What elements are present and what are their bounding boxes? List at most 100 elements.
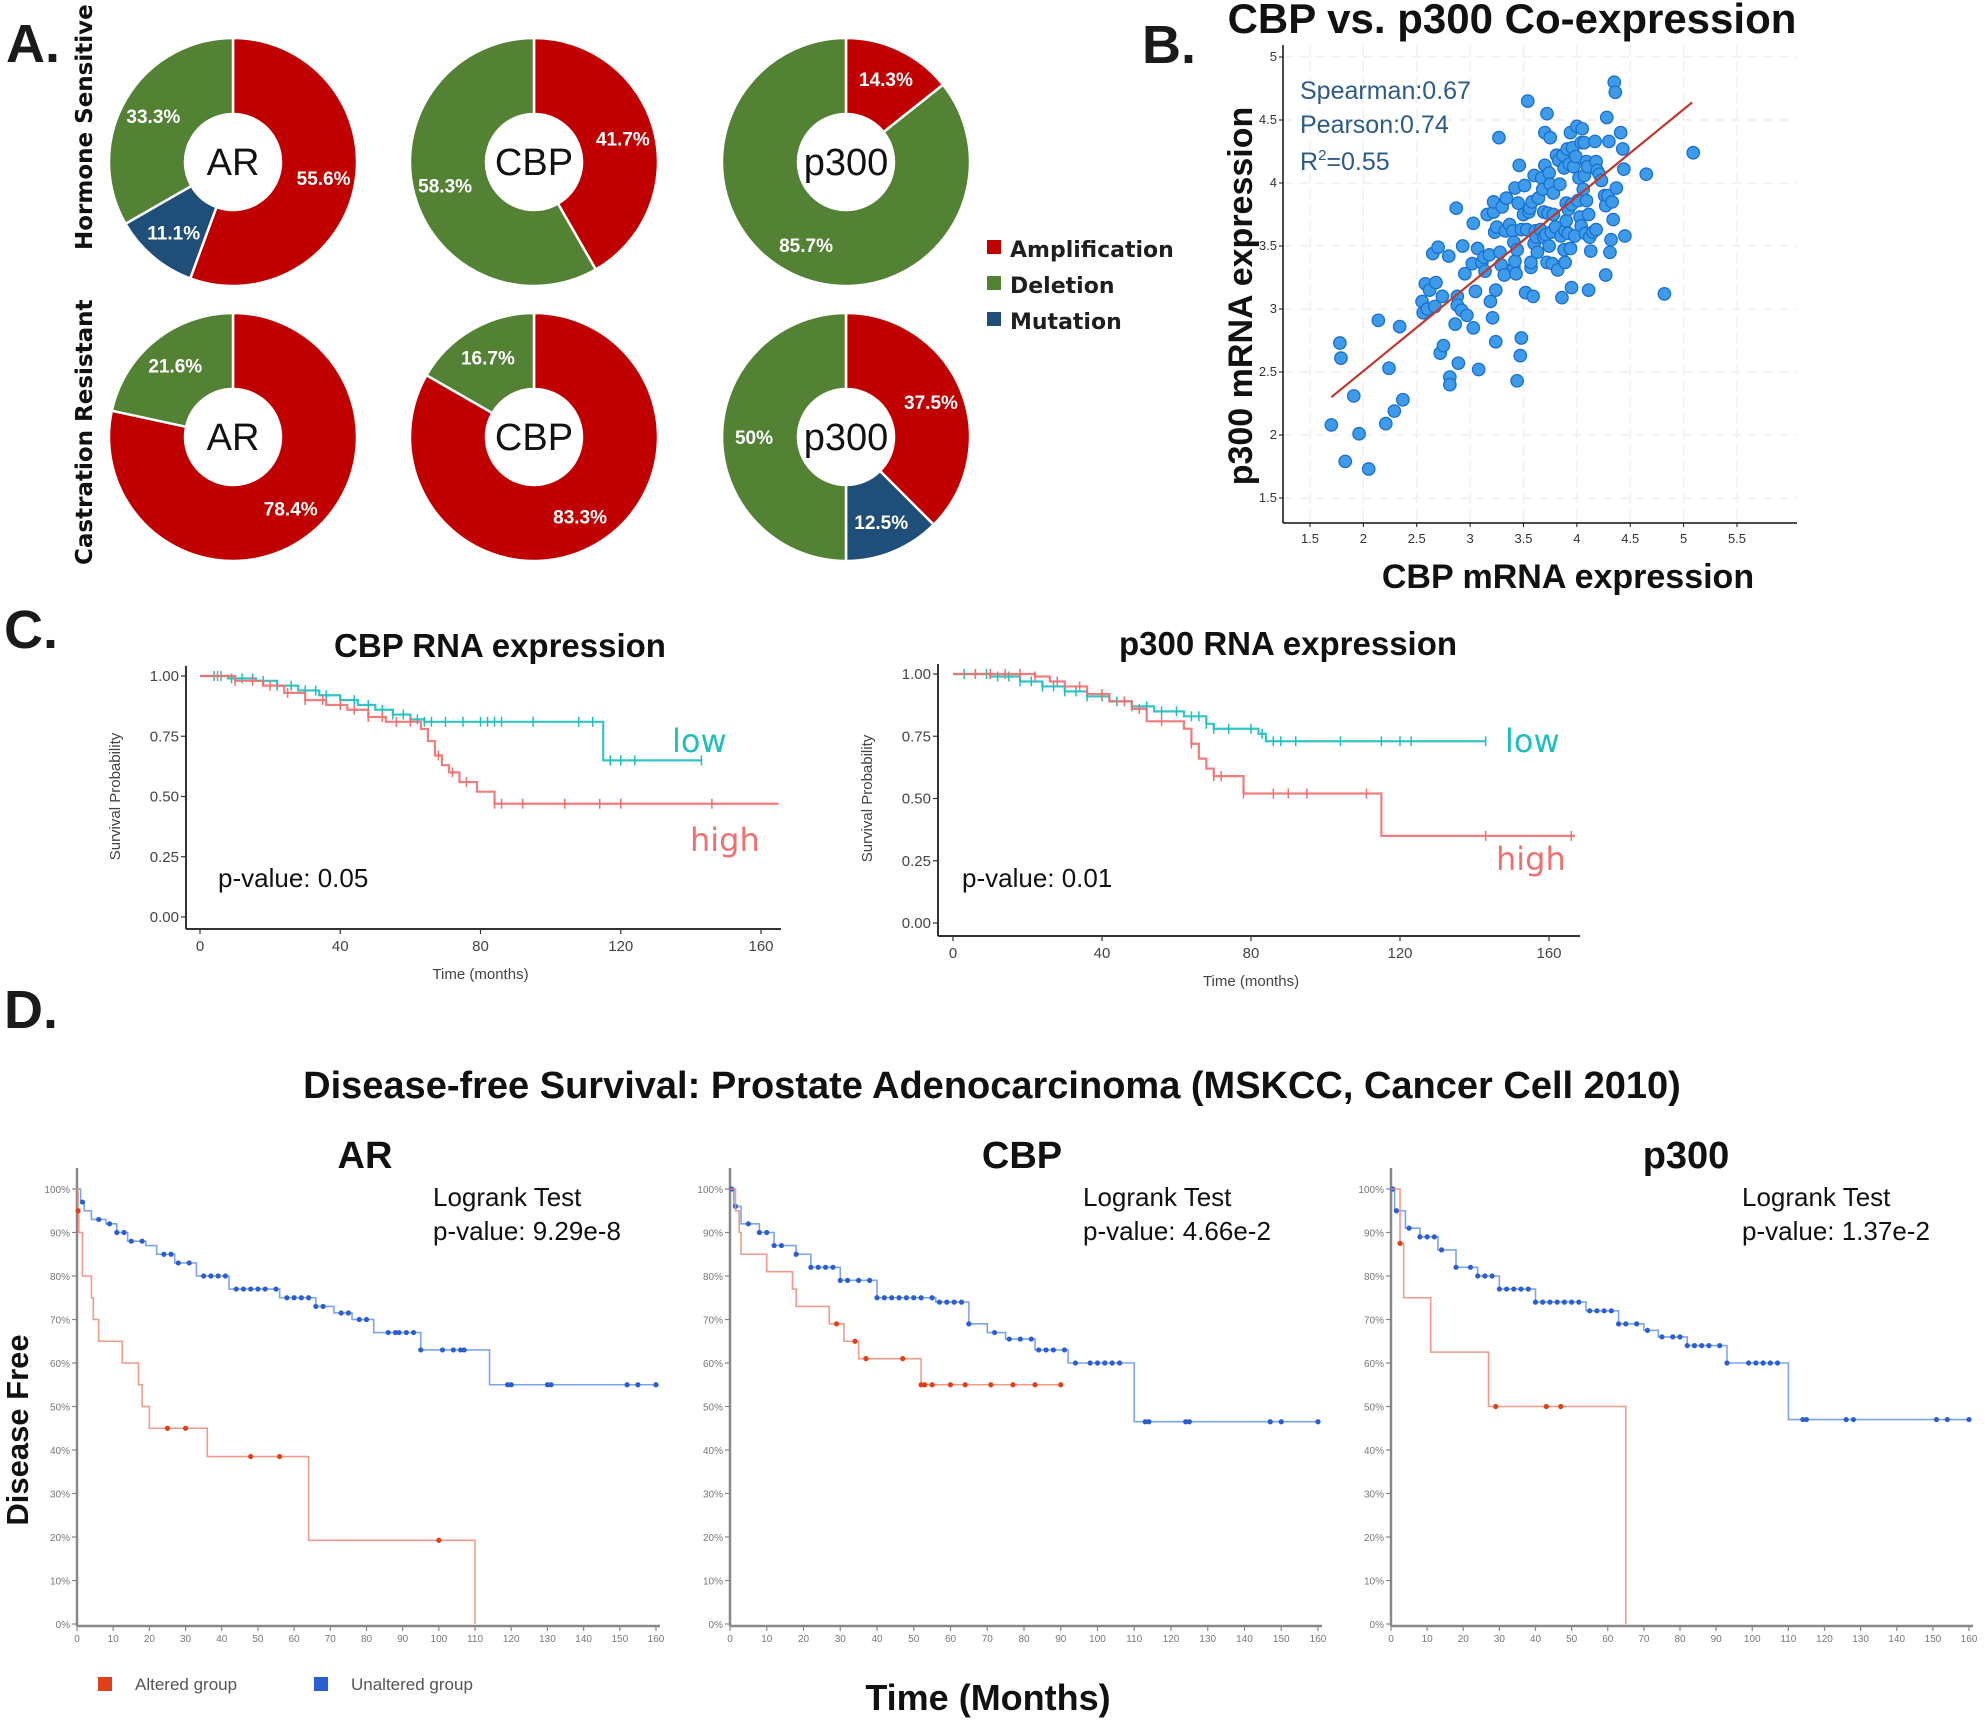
censor-mark xyxy=(1615,1321,1622,1327)
censor-mark xyxy=(262,1286,268,1292)
censor-mark xyxy=(992,1329,998,1336)
censor-mark xyxy=(79,1199,86,1205)
x-tick-label: 0 xyxy=(1388,1634,1394,1645)
censor-mark xyxy=(1587,1308,1593,1314)
donut-center-label: AR xyxy=(207,417,260,459)
censor-mark xyxy=(856,1277,862,1283)
y-tick-label: 40% xyxy=(50,1446,70,1457)
y-tick-label: 10% xyxy=(703,1577,723,1588)
x-tick-label: 1.5 xyxy=(1301,531,1319,546)
x-tick-label: 150 xyxy=(1925,1634,1942,1645)
censor-mark xyxy=(1576,1299,1582,1305)
x-tick-label: 70 xyxy=(325,1634,337,1645)
donut-center-label: AR xyxy=(207,142,260,184)
censor-mark xyxy=(1850,1416,1856,1423)
censor-mark xyxy=(918,1295,924,1301)
logrank-test-label: Logrank Test xyxy=(1742,1182,1891,1212)
r2-value: =0.55 xyxy=(1326,148,1389,176)
scatter-point xyxy=(1579,193,1594,208)
panel-b-label: B. xyxy=(1142,15,1196,75)
x-tick-label: 90 xyxy=(1711,1634,1723,1645)
censor-mark xyxy=(1699,1343,1705,1349)
censor-mark xyxy=(1489,1273,1495,1279)
censor-mark xyxy=(833,1321,840,1327)
donut-cbp-castration-resistant: 83.3% 16.7% CBP xyxy=(408,311,660,563)
censor-mark xyxy=(1944,1416,1950,1423)
censor-mark xyxy=(1511,1286,1517,1292)
censor-mark xyxy=(922,1382,928,1388)
censor-mark xyxy=(1072,1360,1079,1366)
censor-mark xyxy=(403,1329,409,1336)
scatter-point xyxy=(1543,130,1558,145)
p-value-label: p-value: 1.37e-2 xyxy=(1742,1216,1930,1246)
donut-slice-label: 16.7% xyxy=(461,348,515,369)
censor-mark xyxy=(1061,1347,1068,1353)
censor-mark xyxy=(161,1251,167,1257)
censor-mark xyxy=(1467,1264,1474,1270)
censor-mark xyxy=(508,1382,514,1388)
censor-mark xyxy=(1183,1419,1189,1425)
donut-hole xyxy=(185,389,281,485)
censor-mark xyxy=(951,1299,957,1305)
y-axis-title: Survival Probability xyxy=(859,734,876,862)
scatter-point xyxy=(1387,404,1402,418)
x-tick-label: 120 xyxy=(1163,1634,1180,1645)
scatter-point xyxy=(1618,229,1632,243)
scatter-point xyxy=(1555,290,1569,305)
censor-mark xyxy=(291,1295,297,1301)
x-tick-label: 130 xyxy=(539,1634,556,1645)
x-tick-label: 0 xyxy=(196,938,204,955)
censor-mark xyxy=(867,1277,873,1283)
y-tick-label: 0.75 xyxy=(150,728,179,745)
scatter-point xyxy=(1492,130,1506,145)
legend-swatch-deletion xyxy=(987,276,1001,290)
x-tick-label: 0 xyxy=(74,1634,80,1645)
donut-slice-label: 83.3% xyxy=(553,508,607,529)
censor-mark xyxy=(624,1382,630,1388)
legend-label-amplification: Amplification xyxy=(1010,238,1174,263)
group-label-high: high xyxy=(690,821,760,859)
censor-mark xyxy=(306,1295,312,1301)
scatter-point xyxy=(1604,232,1618,247)
censor-mark xyxy=(903,1295,910,1301)
donut-hole xyxy=(486,389,582,485)
censor-mark xyxy=(164,1425,171,1431)
censor-mark xyxy=(1417,1234,1423,1240)
scatter-point xyxy=(1442,377,1457,392)
x-axis-title: Time (months) xyxy=(432,966,528,983)
y-tick-label: 0% xyxy=(709,1620,724,1631)
x-tick-label: 30 xyxy=(1494,1634,1506,1645)
y-tick-label: 20% xyxy=(1364,1533,1384,1544)
censor-mark xyxy=(1800,1416,1806,1423)
y-tick-label: 30% xyxy=(50,1490,70,1501)
censor-mark xyxy=(1406,1225,1412,1231)
y-tick-label: 1.00 xyxy=(150,668,179,685)
x-tick-label: 3 xyxy=(1467,531,1474,546)
censor-mark xyxy=(248,1453,254,1460)
donut-slice-label: 37.5% xyxy=(904,393,958,414)
censor-mark xyxy=(255,1286,261,1292)
y-tick-label: 50% xyxy=(703,1403,723,1414)
censor-mark xyxy=(1933,1416,1940,1423)
y-tick-label: 80% xyxy=(50,1272,70,1283)
y-tick-label: 3.5 xyxy=(1259,238,1277,253)
scatter-point xyxy=(1564,280,1579,295)
censor-mark xyxy=(1453,1264,1459,1270)
donut-slice-label: 14.3% xyxy=(859,70,913,91)
x-tick-label: 70 xyxy=(982,1634,994,1645)
censor-mark xyxy=(175,1260,181,1266)
panel-d-p300-km: p300 0 10 20 30 40 50 60 70 80 90 100 110 120 130 140 15… xyxy=(1358,1135,1977,1645)
legend-swatch-mutation xyxy=(987,312,1001,326)
scatter-point xyxy=(1396,392,1410,407)
scatter-point xyxy=(1542,166,1556,180)
scatter-point xyxy=(1460,308,1474,323)
regression-line xyxy=(1330,101,1693,399)
scatter-point xyxy=(1542,239,1556,253)
censor-mark xyxy=(121,1229,127,1236)
censor-mark xyxy=(896,1295,902,1301)
x-tick-label: 150 xyxy=(1273,1634,1290,1645)
y-tick-label: 10% xyxy=(50,1577,70,1588)
y-tick-label: 1.00 xyxy=(902,666,931,683)
censor-mark xyxy=(1803,1416,1810,1423)
y-tick-label: 80% xyxy=(1364,1272,1384,1283)
